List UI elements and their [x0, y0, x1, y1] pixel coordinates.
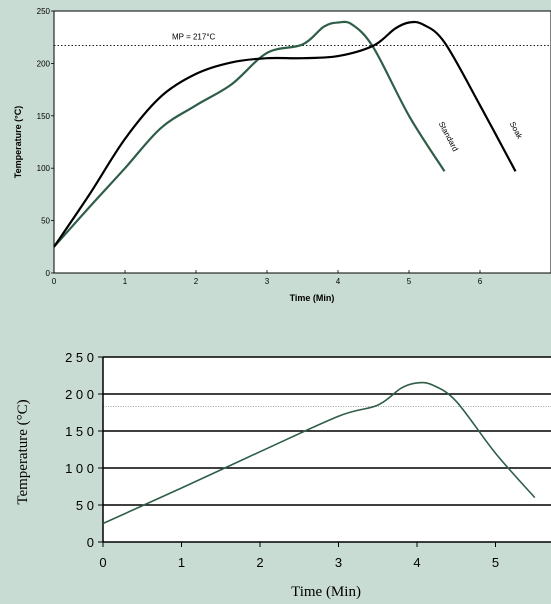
chart-top-x-tick-label: 4 — [336, 277, 341, 286]
chart-bottom-x-tick-label: 0 — [99, 555, 106, 570]
chart-top-y-tick-label: 200 — [37, 59, 51, 68]
chart-bottom-x-tick-label: 4 — [413, 555, 420, 570]
chart-bottom-x-tick-label: 2 — [256, 555, 263, 570]
chart-bottom: 0 1 2 3 4 5 0 5 0 1 0 0 1 5 0 2 0 0 2 5 0 Time (Mi… — [15, 350, 551, 600]
chart-bottom-plot-area — [103, 357, 551, 542]
chart-top-x-tick-label: 5 — [407, 277, 412, 286]
chart-top-x-tick-label: 2 — [194, 277, 199, 286]
chart-top-series-line-soak — [53, 20, 517, 248]
chart-top-y-tick-label: 50 — [41, 217, 50, 226]
chart-top-reference-label: MP = 217°C — [172, 33, 216, 42]
chart-bottom-x-tick-label: 3 — [335, 555, 342, 570]
chart-bottom-y-tick-label: 1 5 0 — [65, 424, 94, 439]
chart-bottom-y-tick-label: 2 0 0 — [65, 387, 94, 402]
chart-bottom-y-axis-label: Temperature (°C) — [15, 399, 31, 504]
chart-bottom-x-axis-label: Time (Min) — [291, 584, 361, 600]
chart-bottom-x-tick-label: 5 — [492, 555, 499, 570]
chart-bottom-gridlines — [103, 356, 551, 506]
chart-top-x-tick-label: 0 — [52, 277, 57, 286]
chart-top-x-tick-label: 3 — [265, 277, 270, 286]
chart-bottom-y-tick-label: 2 5 0 — [65, 350, 94, 365]
chart-top-plot-area — [53, 10, 551, 274]
chart-top-x-axis-label: Time (Min) — [290, 293, 335, 303]
chart-bottom-series — [102, 381, 536, 525]
chart-bottom-y-tick-label: 1 0 0 — [65, 461, 94, 476]
chart-bottom-y-tick-label: 5 0 — [76, 498, 94, 513]
chart-top-series-line-standard — [53, 20, 446, 248]
chart-bottom-x-tick-label: 1 — [178, 555, 185, 570]
chart-bottom-x-ticks: 0 1 2 3 4 5 — [99, 542, 499, 570]
chart-top-y-axis-label: Temperature (°C) — [13, 106, 23, 178]
chart-top-y-ticks: 0 50 100 150 200 250 — [37, 7, 54, 278]
chart-top-y-tick-label: 0 — [46, 269, 51, 278]
chart-top-y-tick-label: 150 — [37, 112, 51, 121]
chart-bottom-y-ticks: 0 5 0 1 0 0 1 5 0 2 0 0 2 5 0 — [65, 350, 103, 550]
chart-top-x-tick-label: 1 — [123, 277, 128, 286]
chart-bottom-y-tick-label: 0 — [87, 535, 94, 550]
chart-top-x-tick-label: 6 — [478, 277, 483, 286]
chart-top-y-tick-label: 100 — [37, 164, 51, 173]
chart-top-y-tick-label: 250 — [37, 7, 51, 16]
chart-top-x-ticks: 0 1 2 3 4 5 6 — [52, 270, 483, 286]
chart-bottom-series-line — [102, 381, 536, 525]
